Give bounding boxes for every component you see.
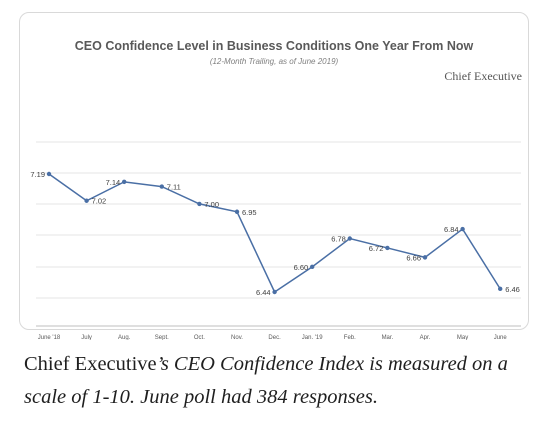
- x-tick-label: Mar.: [382, 335, 394, 340]
- data-point: [498, 286, 503, 292]
- gridlines: [36, 141, 521, 327]
- data-label: 6.72: [369, 244, 384, 253]
- data-point: [46, 171, 52, 177]
- x-tick-label: Jan. '19: [302, 335, 323, 340]
- x-tick-label: Nov.: [231, 335, 243, 340]
- data-point: [159, 184, 164, 189]
- x-tick-label: Feb.: [344, 335, 356, 340]
- x-tick-label: Oct.: [194, 335, 205, 340]
- data-point: [347, 236, 352, 241]
- chart-title: CEO Confidence Level in Business Conditi…: [74, 39, 474, 53]
- x-tick-label: June '18: [38, 335, 61, 340]
- series-line: [48, 173, 501, 294]
- line-chart: 7.19 7.02 7.14 7.11 7.00 6.95 6.44 6.60 6.78 6.72…: [30, 141, 521, 340]
- data-label: 6.46: [505, 285, 520, 294]
- data-label: 6.44: [256, 288, 271, 297]
- data-point: [310, 264, 315, 270]
- x-tick-label: Aug.: [118, 335, 131, 340]
- data-point: [460, 226, 465, 232]
- x-tick-label: Apr.: [420, 335, 431, 340]
- data-label: 6.60: [294, 263, 309, 272]
- data-label: 7.19: [30, 170, 45, 179]
- brand-logo: Chief Executive: [444, 69, 522, 83]
- x-tick-label: July: [81, 335, 92, 340]
- data-point: [385, 245, 390, 251]
- data-labels: 7.19 7.02 7.14 7.11 7.00 6.95 6.44 6.60 6.78 6.72…: [30, 170, 519, 297]
- caption-text: ’s CEO Confidence Index is measured on a…: [24, 353, 508, 408]
- data-point: [122, 179, 127, 185]
- data-label: 6.95: [242, 208, 257, 217]
- data-points: [46, 171, 503, 295]
- x-tick-label: May: [457, 335, 468, 340]
- data-label: 6.66: [406, 253, 421, 262]
- x-tick-label: Sept.: [155, 335, 169, 340]
- data-label: 7.02: [92, 197, 107, 206]
- data-label: 6.84: [444, 225, 459, 234]
- caption: Chief Executive’s CEO Confidence Index i…: [24, 348, 539, 414]
- x-axis-labels: June '18 July Aug. Sept. Oct. Nov. Dec. Jan. '1…: [38, 335, 508, 340]
- chart-subtitle: (12-Month Trailing, as of June 2019): [209, 57, 339, 66]
- data-label: 7.11: [167, 183, 181, 192]
- data-point: [197, 201, 202, 207]
- series-polyline: [48, 173, 501, 294]
- chart-panel: [19, 12, 529, 330]
- x-tick-label: Dec.: [268, 335, 281, 340]
- data-point: [422, 255, 428, 260]
- data-label: 6.78: [331, 235, 346, 244]
- x-tick-label: June: [494, 335, 508, 340]
- data-label: 7.00: [204, 200, 219, 209]
- data-label: 7.14: [106, 178, 121, 187]
- caption-publication: Chief Executive: [24, 353, 157, 375]
- data-point: [84, 198, 89, 203]
- data-point: [272, 289, 277, 295]
- data-point: [234, 209, 240, 214]
